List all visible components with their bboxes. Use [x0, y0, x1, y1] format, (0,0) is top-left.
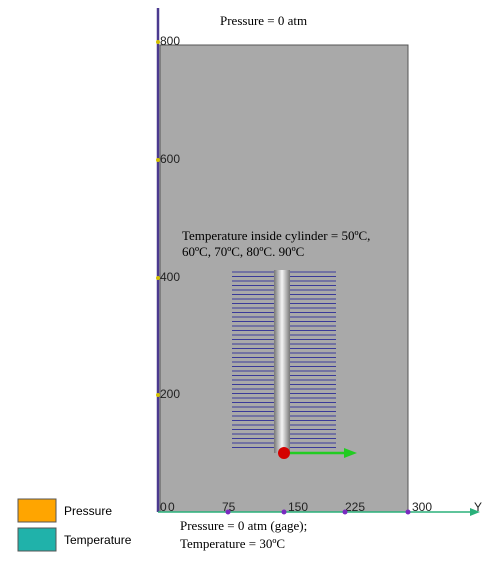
legend-label: Temperature	[64, 533, 132, 547]
cylinder-label: 60ºC, 70ºC, 80ºC. 90ºC	[182, 244, 304, 259]
h-label: 0	[168, 500, 175, 514]
h-label: 225	[345, 500, 365, 514]
piston-rod	[274, 270, 290, 453]
piston-ball	[278, 447, 290, 459]
h-label: 300	[412, 500, 432, 514]
legend-swatch	[18, 499, 56, 522]
legend-swatch	[18, 528, 56, 551]
scene: Pressure = 0 atm Temperature inside cyli…	[0, 0, 493, 556]
legend-label: Pressure	[64, 504, 112, 518]
v-label: 0	[160, 500, 167, 514]
v-label: 600	[160, 152, 180, 166]
bottom-label: Temperature = 30ºC	[180, 536, 285, 551]
axis-name: Y	[474, 500, 482, 514]
v-label: 200	[160, 387, 180, 401]
v-label: 400	[160, 270, 180, 284]
cylinder-label: Temperature inside cylinder = 50ºC,	[182, 228, 370, 243]
h-label: 150	[288, 500, 308, 514]
top-label: Pressure = 0 atm	[220, 13, 307, 28]
v-label: 800	[160, 34, 180, 48]
bottom-label: Pressure = 0 atm (gage);	[180, 518, 307, 533]
